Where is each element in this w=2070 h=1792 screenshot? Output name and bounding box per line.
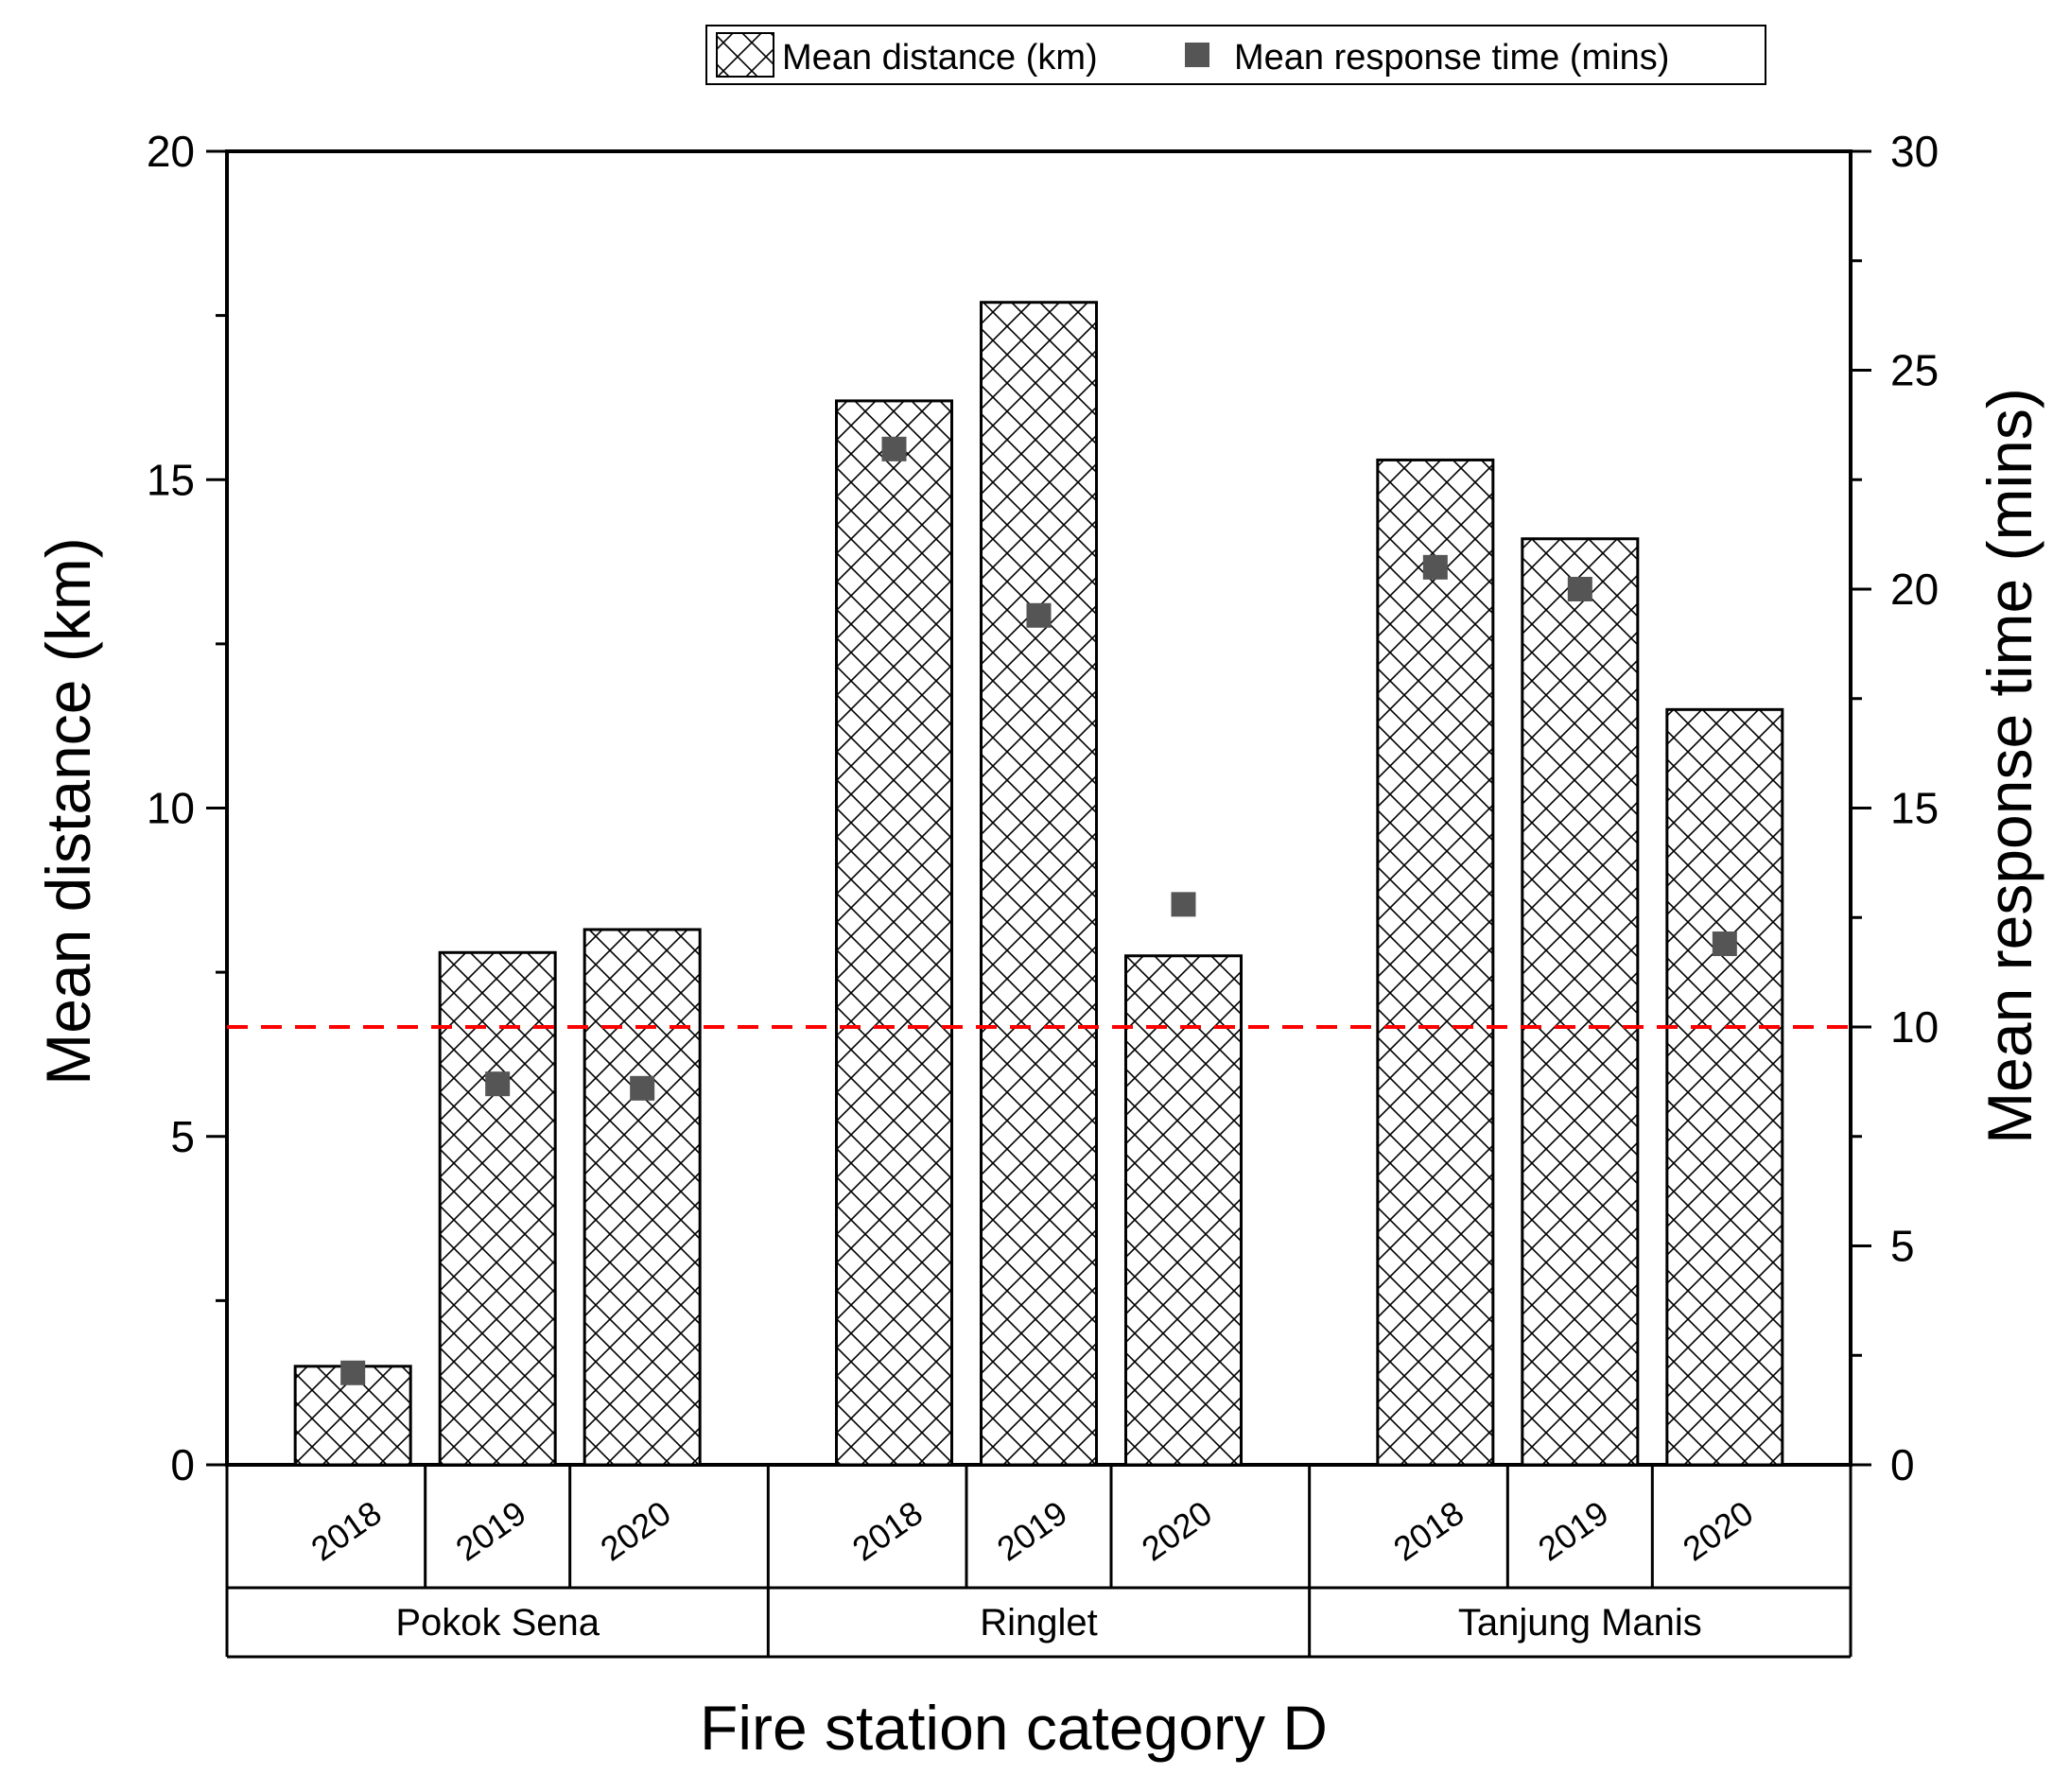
bar [1376,458,1495,1467]
legend-swatch-distance [716,32,774,78]
response-marker [630,1075,655,1101]
bar [438,950,557,1467]
response-marker [1026,602,1052,628]
right-tick-label: 15 [1890,784,1939,833]
left-tick-label: 15 [147,455,195,504]
left-tick-label: 5 [170,1112,195,1161]
response-marker [340,1360,366,1385]
legend-item-distance: Mean distance (km) [716,32,1098,78]
year-label: 2018 [1386,1493,1470,1569]
bar [1521,537,1640,1467]
legend: Mean distance (km) Mean response time (m… [705,25,1766,85]
right-tick-label: 10 [1890,1002,1939,1052]
year-label: 2018 [304,1493,388,1569]
year-label: 2018 [845,1493,930,1569]
left-axis-title: Mean distance (km) [33,537,103,1086]
left-tick-label: 10 [147,784,195,833]
year-label: 2020 [1676,1493,1760,1569]
bar [1665,707,1784,1467]
legend-label-distance: Mean distance (km) [782,38,1098,78]
response-marker [881,436,907,461]
bar [1124,954,1243,1467]
right-tick-label: 30 [1890,127,1939,176]
response-marker [1712,931,1737,957]
year-label: 2020 [1135,1493,1219,1569]
response-marker [485,1071,511,1097]
year-label: 2019 [990,1493,1074,1569]
response-marker [1567,577,1592,601]
year-label: 2019 [448,1493,532,1569]
bar [835,399,953,1467]
right-tick-label: 20 [1890,565,1939,614]
left-tick-label: 0 [170,1440,195,1489]
bar [293,1365,412,1467]
left-tick-label: 20 [147,127,195,176]
year-label: 2020 [593,1493,677,1569]
year-label: 2019 [1531,1493,1615,1569]
response-marker [1422,554,1448,580]
legend-marker-response [1185,43,1209,67]
right-tick-label: 5 [1890,1222,1915,1271]
response-marker [1171,892,1196,917]
group-label: Pokok Sena [395,1602,600,1644]
right-tick-label: 0 [1890,1440,1915,1489]
group-label: Ringlet [980,1602,1098,1644]
right-tick-label: 25 [1890,346,1939,395]
bar [583,928,702,1467]
legend-item-response: Mean response time (mins) [1185,38,1669,78]
legend-label-response: Mean response time (mins) [1234,38,1669,78]
x-axis-title: Fire station category D [700,1693,1328,1763]
legend-box [705,25,1766,85]
group-label: Tanjung Manis [1458,1602,1702,1644]
bar [980,301,1098,1467]
right-axis-title: Mean response time (mins) [1974,388,2044,1144]
